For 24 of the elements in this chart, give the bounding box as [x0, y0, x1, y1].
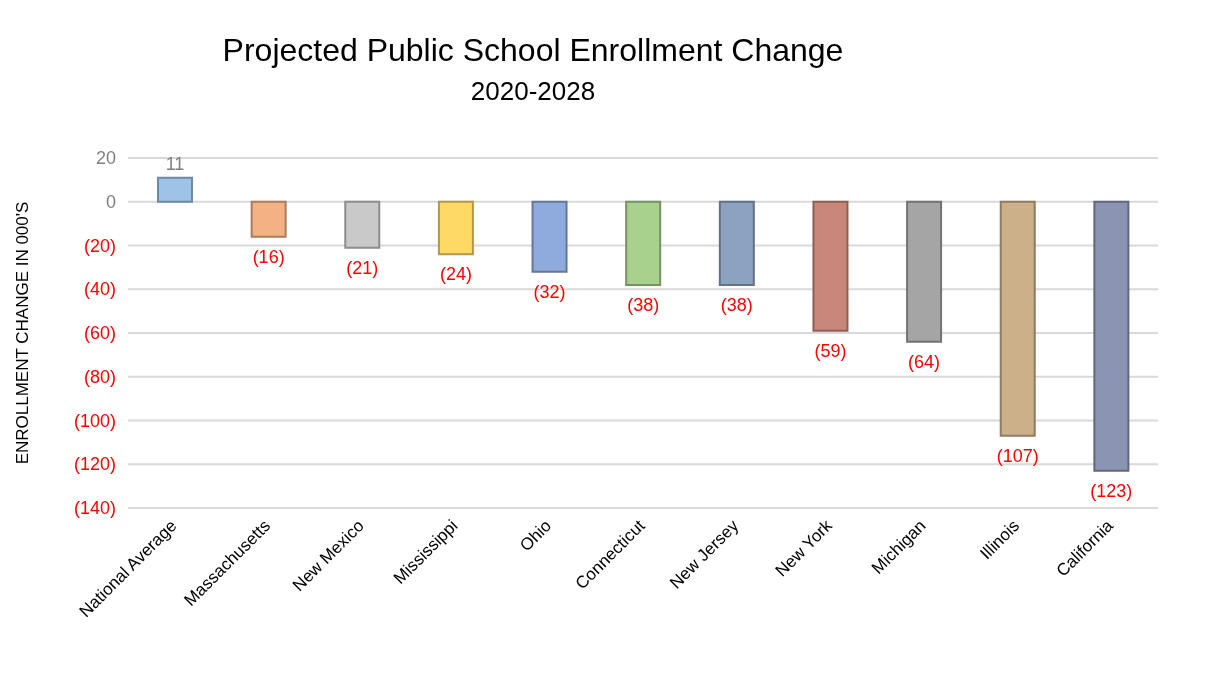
y-axis-title: ENROLLMENT CHANGE IN 000'S [13, 201, 33, 465]
y-tick-label: (40) [83, 279, 116, 300]
y-tick-label: (60) [83, 323, 116, 343]
data-label: (32) [533, 281, 566, 302]
data-label: (59) [814, 340, 847, 361]
y-tick-label: (100) [73, 410, 116, 431]
data-label: (38) [627, 294, 660, 315]
y-tick-label: 20 [95, 148, 116, 168]
y-tick-label: (80) [83, 366, 116, 387]
data-label: (123) [1090, 480, 1133, 501]
data-label: (64) [908, 351, 941, 372]
x-tick-label: Ohio [516, 516, 556, 556]
chart-title: Projected Public School Enrollment Change [221, 31, 845, 70]
data-label: (38) [720, 294, 753, 315]
data-label: (24) [439, 264, 472, 285]
y-tick-label: (20) [83, 235, 116, 256]
y-tick-label: 0 [105, 191, 116, 212]
data-label: (107) [996, 445, 1039, 466]
data-label: (16) [252, 246, 285, 267]
data-label: (21) [346, 257, 379, 278]
chart-subtitle: 2020-2028 [469, 76, 597, 107]
data-label: 11 [165, 153, 185, 174]
y-tick-label: (120) [73, 454, 116, 475]
y-tick-label: (140) [73, 498, 116, 518]
